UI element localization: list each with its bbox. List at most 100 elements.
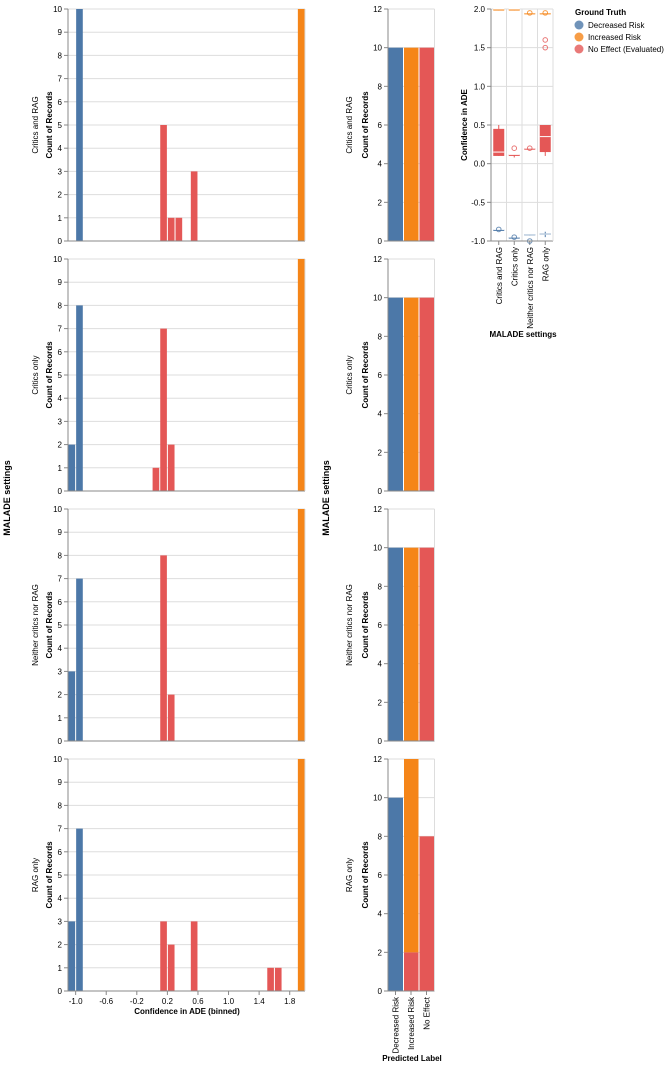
count-bar	[388, 797, 403, 991]
y-tick-label: 3	[58, 917, 63, 926]
y-tick-label: 8	[378, 582, 383, 591]
histogram-bar	[190, 921, 198, 991]
count-bar	[404, 759, 419, 953]
row-facet-label: RAG only	[31, 858, 40, 892]
x-tick-label: Neither critics nor RAG	[526, 247, 535, 329]
y-axis-title: Count of Records	[361, 591, 370, 659]
legend-increased-label: Increased Risk	[588, 33, 642, 42]
y-tick-label: 6	[378, 871, 383, 880]
y-tick-label: 1	[58, 714, 63, 723]
legend: Ground Truth Decreased Risk Increased Ri…	[574, 8, 664, 54]
predicted-label-facets: 0 2 4 6 8 10 12 Count of Records Critics and RAG…	[345, 5, 435, 1053]
histogram-bar	[160, 328, 167, 491]
histogram-bar	[76, 9, 83, 241]
y-tick-label: 1.5	[474, 44, 486, 53]
facet-title-left: MALADE settings	[2, 460, 12, 536]
y-tick-label: 0	[378, 487, 383, 496]
histogram-bar	[175, 217, 183, 241]
y-axis-title: Count of Records	[361, 91, 370, 159]
y-axis-title: Count of Records	[361, 841, 370, 909]
x-tick-label: -1.0	[69, 997, 83, 1006]
y-tick-label: 4	[58, 894, 63, 903]
x-tick-label: RAG only	[541, 247, 550, 281]
count-bar	[419, 47, 434, 241]
y-tick-label: 2	[378, 448, 383, 457]
y-tick-label: 2	[58, 191, 63, 200]
x-tick-label: Critics and RAG	[495, 247, 504, 304]
y-tick-label: 3	[58, 167, 63, 176]
y-tick-label: 10	[373, 794, 382, 803]
histogram-bar	[68, 921, 76, 991]
y-tick-label: -1.0	[471, 237, 485, 246]
y-tick-label: 3	[58, 417, 63, 426]
histogram-bar	[68, 444, 76, 491]
y-axis-title: Count of Records	[45, 841, 54, 909]
count-panel-critics-and-rag: 0 2 4 6 8 10 12 Count of Records Critics and RAG	[345, 5, 435, 246]
x-tick-label: -0.6	[99, 997, 113, 1006]
y-tick-label: 4	[378, 160, 383, 169]
histogram-bar	[160, 555, 167, 741]
count-bar	[419, 836, 434, 991]
y-tick-label: 8	[58, 801, 63, 810]
count-bar	[419, 297, 434, 491]
y-tick-label: 3	[58, 667, 63, 676]
box-iqr	[493, 229, 505, 231]
box-outlier	[542, 44, 549, 51]
count-x-axis-title: Predicted Label	[382, 1054, 442, 1063]
y-tick-label: 0	[378, 237, 383, 246]
count-panel-critics-only: 0 2 4 6 8 10 12 Count of Records Critics only	[345, 255, 435, 496]
histogram-bar	[167, 944, 175, 991]
y-tick-label: 0.0	[474, 160, 486, 169]
legend-increased-swatch	[574, 32, 584, 42]
histogram-bar	[76, 305, 83, 491]
x-tick-label: 0.2	[162, 997, 174, 1006]
y-tick-label: 12	[373, 5, 382, 14]
x-tick-label: Increased Risk	[407, 996, 416, 1050]
y-tick-label: 6	[58, 98, 63, 107]
histogram-bar	[160, 921, 167, 991]
y-tick-label: 10	[373, 294, 382, 303]
y-tick-label: 4	[378, 910, 383, 919]
histogram-bar	[160, 125, 167, 241]
box-outlier	[542, 10, 549, 16]
count-bar	[388, 297, 403, 491]
y-tick-label: 6	[378, 121, 383, 130]
y-axis-title: Count of Records	[45, 341, 54, 409]
histogram-bar	[297, 9, 305, 241]
y-tick-label: 4	[58, 644, 63, 653]
histogram-bar	[68, 671, 76, 741]
count-bar	[404, 952, 419, 991]
y-tick-label: 6	[58, 848, 63, 857]
y-tick-label: 0	[378, 737, 383, 746]
row-facet-label: Critics and RAG	[345, 96, 354, 153]
y-tick-label: 8	[58, 551, 63, 560]
box-iqr	[508, 9, 520, 11]
histogram-bar	[76, 578, 83, 741]
count-bar	[419, 547, 434, 741]
y-tick-label: 0	[58, 487, 63, 496]
y-tick-label: 0	[58, 737, 63, 746]
legend-noeffect-swatch	[574, 44, 584, 54]
histogram-bar	[152, 467, 160, 491]
count-bar	[404, 547, 419, 741]
y-tick-label: 0	[58, 987, 63, 996]
y-tick-label: 6	[58, 598, 63, 607]
box-iqr	[524, 12, 536, 15]
y-tick-label: 2.0	[474, 5, 486, 14]
y-tick-label: 2	[378, 198, 383, 207]
y-tick-label: 2	[58, 691, 63, 700]
box-outlier	[542, 37, 549, 43]
y-tick-label: 10	[53, 505, 62, 514]
y-tick-label: 5	[58, 371, 63, 380]
y-tick-label: 7	[58, 75, 63, 84]
x-tick-label: 0.6	[192, 997, 204, 1006]
y-tick-label: 7	[58, 575, 63, 584]
y-tick-label: 5	[58, 621, 63, 630]
y-tick-label: 8	[58, 301, 63, 310]
y-tick-label: 10	[53, 755, 62, 764]
y-tick-label: 4	[378, 660, 383, 669]
y-tick-label: 1	[58, 964, 63, 973]
count-bar	[404, 47, 419, 241]
y-tick-label: 1	[58, 214, 63, 223]
histogram-panel-critics-only: 0 1 2 3 4 5 6 7 8 9 10 Count of Records Critics only	[31, 255, 306, 496]
